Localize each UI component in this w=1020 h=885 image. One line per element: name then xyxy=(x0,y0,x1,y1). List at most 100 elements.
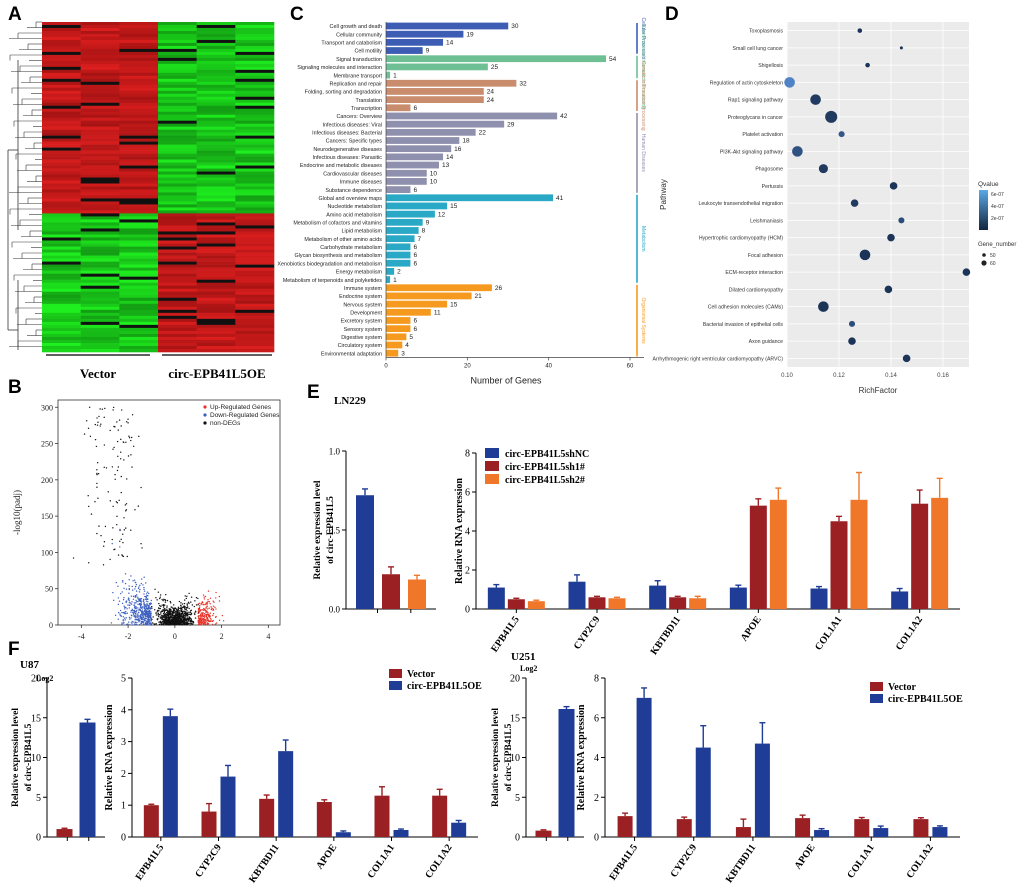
scatter-point-nondeg xyxy=(98,525,100,527)
heatmap-cell xyxy=(80,270,120,274)
heatmap-cell xyxy=(42,132,81,136)
heatmap-cell xyxy=(42,231,81,235)
heatmap-cell xyxy=(196,213,236,217)
heatmap-cell xyxy=(196,33,236,38)
heatmap-cell xyxy=(119,294,159,299)
scatter-point-down xyxy=(141,610,143,612)
bar xyxy=(356,495,374,609)
heatmap-cell xyxy=(196,318,236,323)
pathway-label: Toxoplasmosis xyxy=(749,29,783,35)
scatter-point-down xyxy=(130,622,133,624)
scatter-point-nondeg xyxy=(112,527,114,529)
heatmap-cell xyxy=(119,201,159,205)
heatmap-cell xyxy=(158,309,197,314)
category-label: COL1A2 xyxy=(894,614,925,652)
heatmap-cell xyxy=(42,36,81,41)
category-label: Metabolism of cofactors and vitamins xyxy=(293,221,382,227)
scatter-point-down xyxy=(131,620,133,623)
scatter-point-nondeg xyxy=(100,423,102,425)
category-label: EPB41L5 xyxy=(607,842,640,882)
scatter-point-down xyxy=(133,602,136,604)
scatter-point-down xyxy=(137,600,139,603)
heatmap-cell xyxy=(158,189,197,193)
scatter-point-up xyxy=(207,600,209,603)
scatter-point-nondeg xyxy=(116,524,118,526)
scatter-point-nondeg xyxy=(159,597,161,600)
scatter-point-down xyxy=(148,592,150,595)
heatmap-cell xyxy=(42,324,81,329)
scatter-point-nondeg xyxy=(189,613,191,616)
color-tick-label: 4e-07 xyxy=(991,204,1004,210)
bar xyxy=(814,830,830,837)
heatmap-cell xyxy=(80,279,120,283)
scatter-point-nondeg xyxy=(157,615,160,618)
y-tick-label: 300 xyxy=(41,403,53,412)
heatmap-cell xyxy=(42,51,81,56)
category-label: Immune system xyxy=(344,286,383,292)
scatter-point-down xyxy=(122,579,124,582)
y-tick-label: 1 xyxy=(121,801,126,812)
heatmap-cell xyxy=(158,264,197,268)
scatter-point-up xyxy=(202,614,204,616)
heatmap-cell xyxy=(158,96,197,101)
scatter-point-nondeg xyxy=(190,620,192,623)
heatmap-cell xyxy=(196,102,236,107)
scatter-point-nondeg xyxy=(164,613,167,615)
category-label: COL1A1 xyxy=(366,842,397,880)
scatter-point-nondeg xyxy=(172,610,175,613)
heatmap-cell xyxy=(119,315,159,320)
scatter-point-down xyxy=(145,593,148,595)
heatmap-cell xyxy=(158,99,197,104)
heatmap-cell xyxy=(119,228,159,232)
scatter-point-down xyxy=(150,620,152,622)
scatter-point-nondeg xyxy=(117,554,120,556)
heatmap-cell xyxy=(235,192,275,196)
heatmap-cell xyxy=(235,33,275,38)
scatter-point-nondeg xyxy=(184,614,186,616)
heatmap-cell xyxy=(196,180,236,184)
heatmap-cell xyxy=(80,42,120,47)
heatmap-cell xyxy=(42,63,81,68)
heatmap-cell xyxy=(158,54,197,59)
scatter-point-nondeg xyxy=(171,614,173,617)
scatter-point-nondeg xyxy=(168,621,170,624)
scatter-point-nondeg xyxy=(169,600,171,603)
scatter-point-up xyxy=(209,617,212,620)
heatmap-cell xyxy=(119,216,159,220)
scatter-point-down xyxy=(143,620,146,622)
scatter-point-up xyxy=(199,624,202,626)
scatter-point-nondeg xyxy=(163,611,166,614)
heatmap-cell xyxy=(196,219,236,223)
heatmap-cell xyxy=(196,315,236,320)
category-label: Membrane transport xyxy=(333,73,382,79)
heatmap-cell xyxy=(158,78,197,83)
scatter-point-down xyxy=(143,623,145,625)
bar xyxy=(507,599,525,609)
scatter-point-down xyxy=(141,618,143,621)
heatmap-cell xyxy=(235,162,275,166)
heatmap-cell xyxy=(196,72,236,77)
scatter-point-up xyxy=(204,595,207,598)
heatmap-cell xyxy=(158,138,197,142)
heatmap-cell xyxy=(80,210,120,214)
scatter-point-down xyxy=(125,613,127,615)
heatmap-cell xyxy=(42,234,81,238)
legend-label: circ-EPB41L5OE xyxy=(888,694,963,705)
scatter-point-down xyxy=(134,621,137,624)
enrichment-point xyxy=(887,233,895,242)
scatter-point-nondeg xyxy=(193,612,196,614)
heatmap-cell xyxy=(119,318,159,323)
scatter-point-nondeg xyxy=(103,541,106,543)
heatmap-cell xyxy=(158,123,197,127)
scatter-point-nondeg xyxy=(170,622,173,624)
group-label: Environmental Information Processing xyxy=(640,25,646,110)
heatmap-cell xyxy=(158,207,197,211)
heatmap-cell xyxy=(119,114,159,118)
bar-value-label: 24 xyxy=(487,89,495,96)
category-bar xyxy=(386,137,460,144)
legend-swatch xyxy=(389,681,402,690)
scatter-point-nondeg xyxy=(182,621,184,623)
legend-marker xyxy=(203,421,207,425)
scatter-point-nondeg xyxy=(117,466,120,468)
scatter-point-down xyxy=(121,622,123,624)
